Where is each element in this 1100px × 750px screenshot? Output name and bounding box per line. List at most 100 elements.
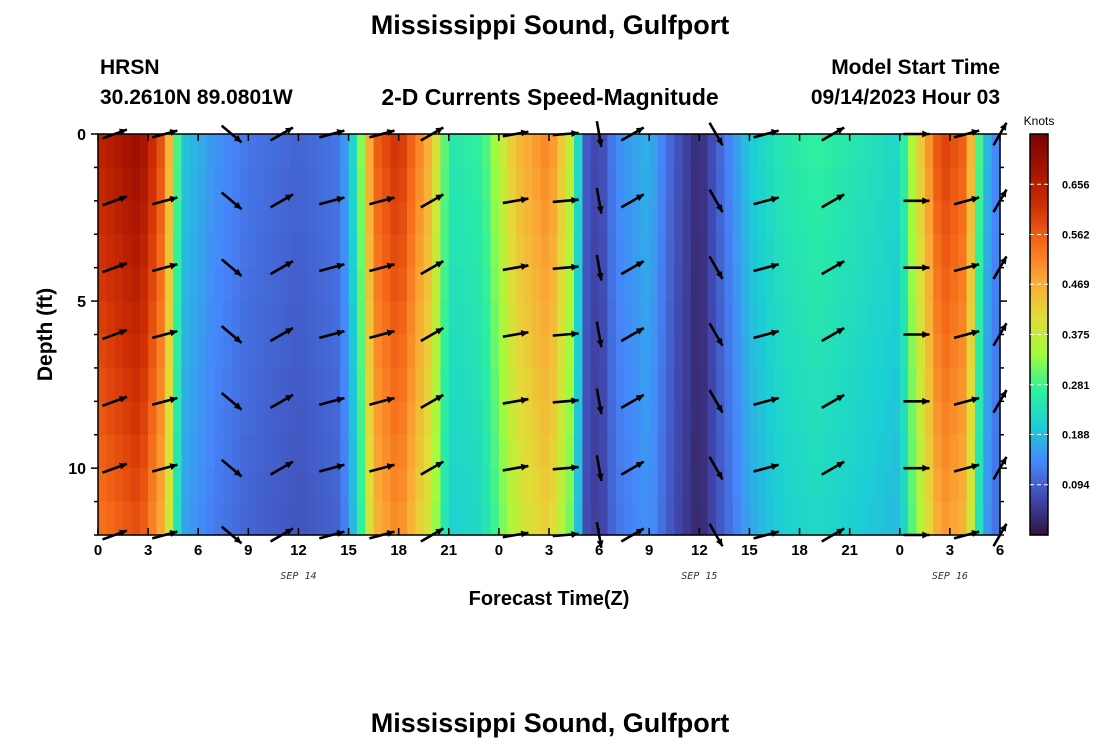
heatmap-cell [515,401,525,436]
heatmap-cell [315,167,325,202]
heatmap-cell [139,167,149,202]
heatmap-cell [265,267,274,302]
heatmap-cell [565,501,575,536]
heatmap-cell [131,501,141,536]
heatmap-cell [106,401,116,436]
heatmap-cell [599,501,609,536]
heatmap-cell [482,200,492,235]
heatmap-cell [799,234,809,269]
heatmap-cell [482,334,492,369]
heatmap-cell [974,267,984,302]
heatmap-cell [465,134,475,169]
vector-head [999,122,1007,131]
heatmap-cell [958,167,968,202]
heatmap-cell [983,167,993,202]
heatmap-cell [732,434,742,469]
heatmap-cell [624,334,634,369]
heatmap-cell [557,334,567,369]
colorbar-segment [1030,408,1048,412]
heatmap-cell [173,401,183,436]
heatmap-cell [841,234,851,269]
colorbar-segment [1030,154,1048,158]
heatmap-cell [432,367,442,402]
heatmap-cell [632,234,642,269]
heatmap-cell [749,167,759,202]
heatmap-cell [916,234,926,269]
heatmap-cell [457,200,467,235]
heatmap-cell [908,167,918,202]
heatmap-cell [565,134,575,169]
heatmap-cell [807,134,817,169]
heatmap-cell [482,434,492,469]
heatmap-cell [131,134,141,169]
heatmap-cell [415,200,425,235]
heatmap-cell [390,401,400,436]
heatmap-cell [983,134,993,169]
heatmap-cell [265,434,274,469]
heatmap-cell [356,167,366,202]
heatmap-cell [381,501,391,536]
heatmap-cell [766,167,776,202]
heatmap-cell [173,234,183,269]
heatmap-cell [123,501,133,536]
heatmap-cell [757,267,767,302]
heatmap-cell [231,234,241,269]
heatmap-cell [983,367,993,402]
heatmap-cell [223,468,233,503]
heatmap-cell [214,167,224,202]
x-tick-label: 18 [390,542,407,559]
heatmap-cell [415,167,425,202]
heatmap-cell [966,434,976,469]
heatmap-cell [356,367,366,402]
heatmap-cell [265,134,274,169]
heatmap-cell [799,367,809,402]
colorbar-segment [1030,267,1048,272]
heatmap-cell [707,501,717,536]
heatmap-cell [807,367,817,402]
heatmap-cell [599,468,609,503]
heatmap-cell [507,334,517,369]
heatmap-cell [891,167,901,202]
heatmap-cell [983,468,993,503]
heatmap-cell [231,401,241,436]
heatmap-cell [958,501,968,536]
heatmap-cell [315,334,325,369]
heatmap-cell [549,167,558,202]
heatmap-cell [557,234,567,269]
x-axis-label: Forecast Time(Z) [469,588,630,610]
colorbar-tick-label: 0.094 [1062,480,1090,492]
vector-head [770,396,779,404]
heatmap-cell [373,301,383,336]
heatmap-cell [574,501,584,536]
heatmap-cell [916,468,926,503]
heatmap-cell [774,234,784,269]
heatmap-cell [732,134,742,169]
heatmap-cell [557,267,567,302]
heatmap-cell [649,334,659,369]
heatmap-cell [858,134,867,169]
heatmap-cell [782,367,792,402]
colorbar-segment [1030,464,1048,469]
heatmap-cell [782,301,792,336]
heatmap-cell [139,468,149,503]
heatmap-cell [290,367,300,402]
heatmap-cell [214,334,224,369]
heatmap-cell [766,468,776,503]
heatmap-cell [983,434,993,469]
heatmap-cell [924,468,934,503]
vector-head [836,528,845,536]
heatmap-cell [690,134,700,169]
heatmap-cell [498,167,508,202]
vector-head [285,261,293,268]
heatmap-cell [682,267,692,302]
heatmap-cell [958,134,968,169]
heatmap-cell [707,134,717,169]
colorbar-segment [1030,424,1048,429]
heatmap-cell [306,468,316,503]
vector-head [596,540,604,548]
heatmap-cell [615,401,625,436]
heatmap-cell [348,301,358,336]
heatmap-cell [432,301,442,336]
heatmap-cell [206,401,216,436]
heatmap-cell [958,401,968,436]
